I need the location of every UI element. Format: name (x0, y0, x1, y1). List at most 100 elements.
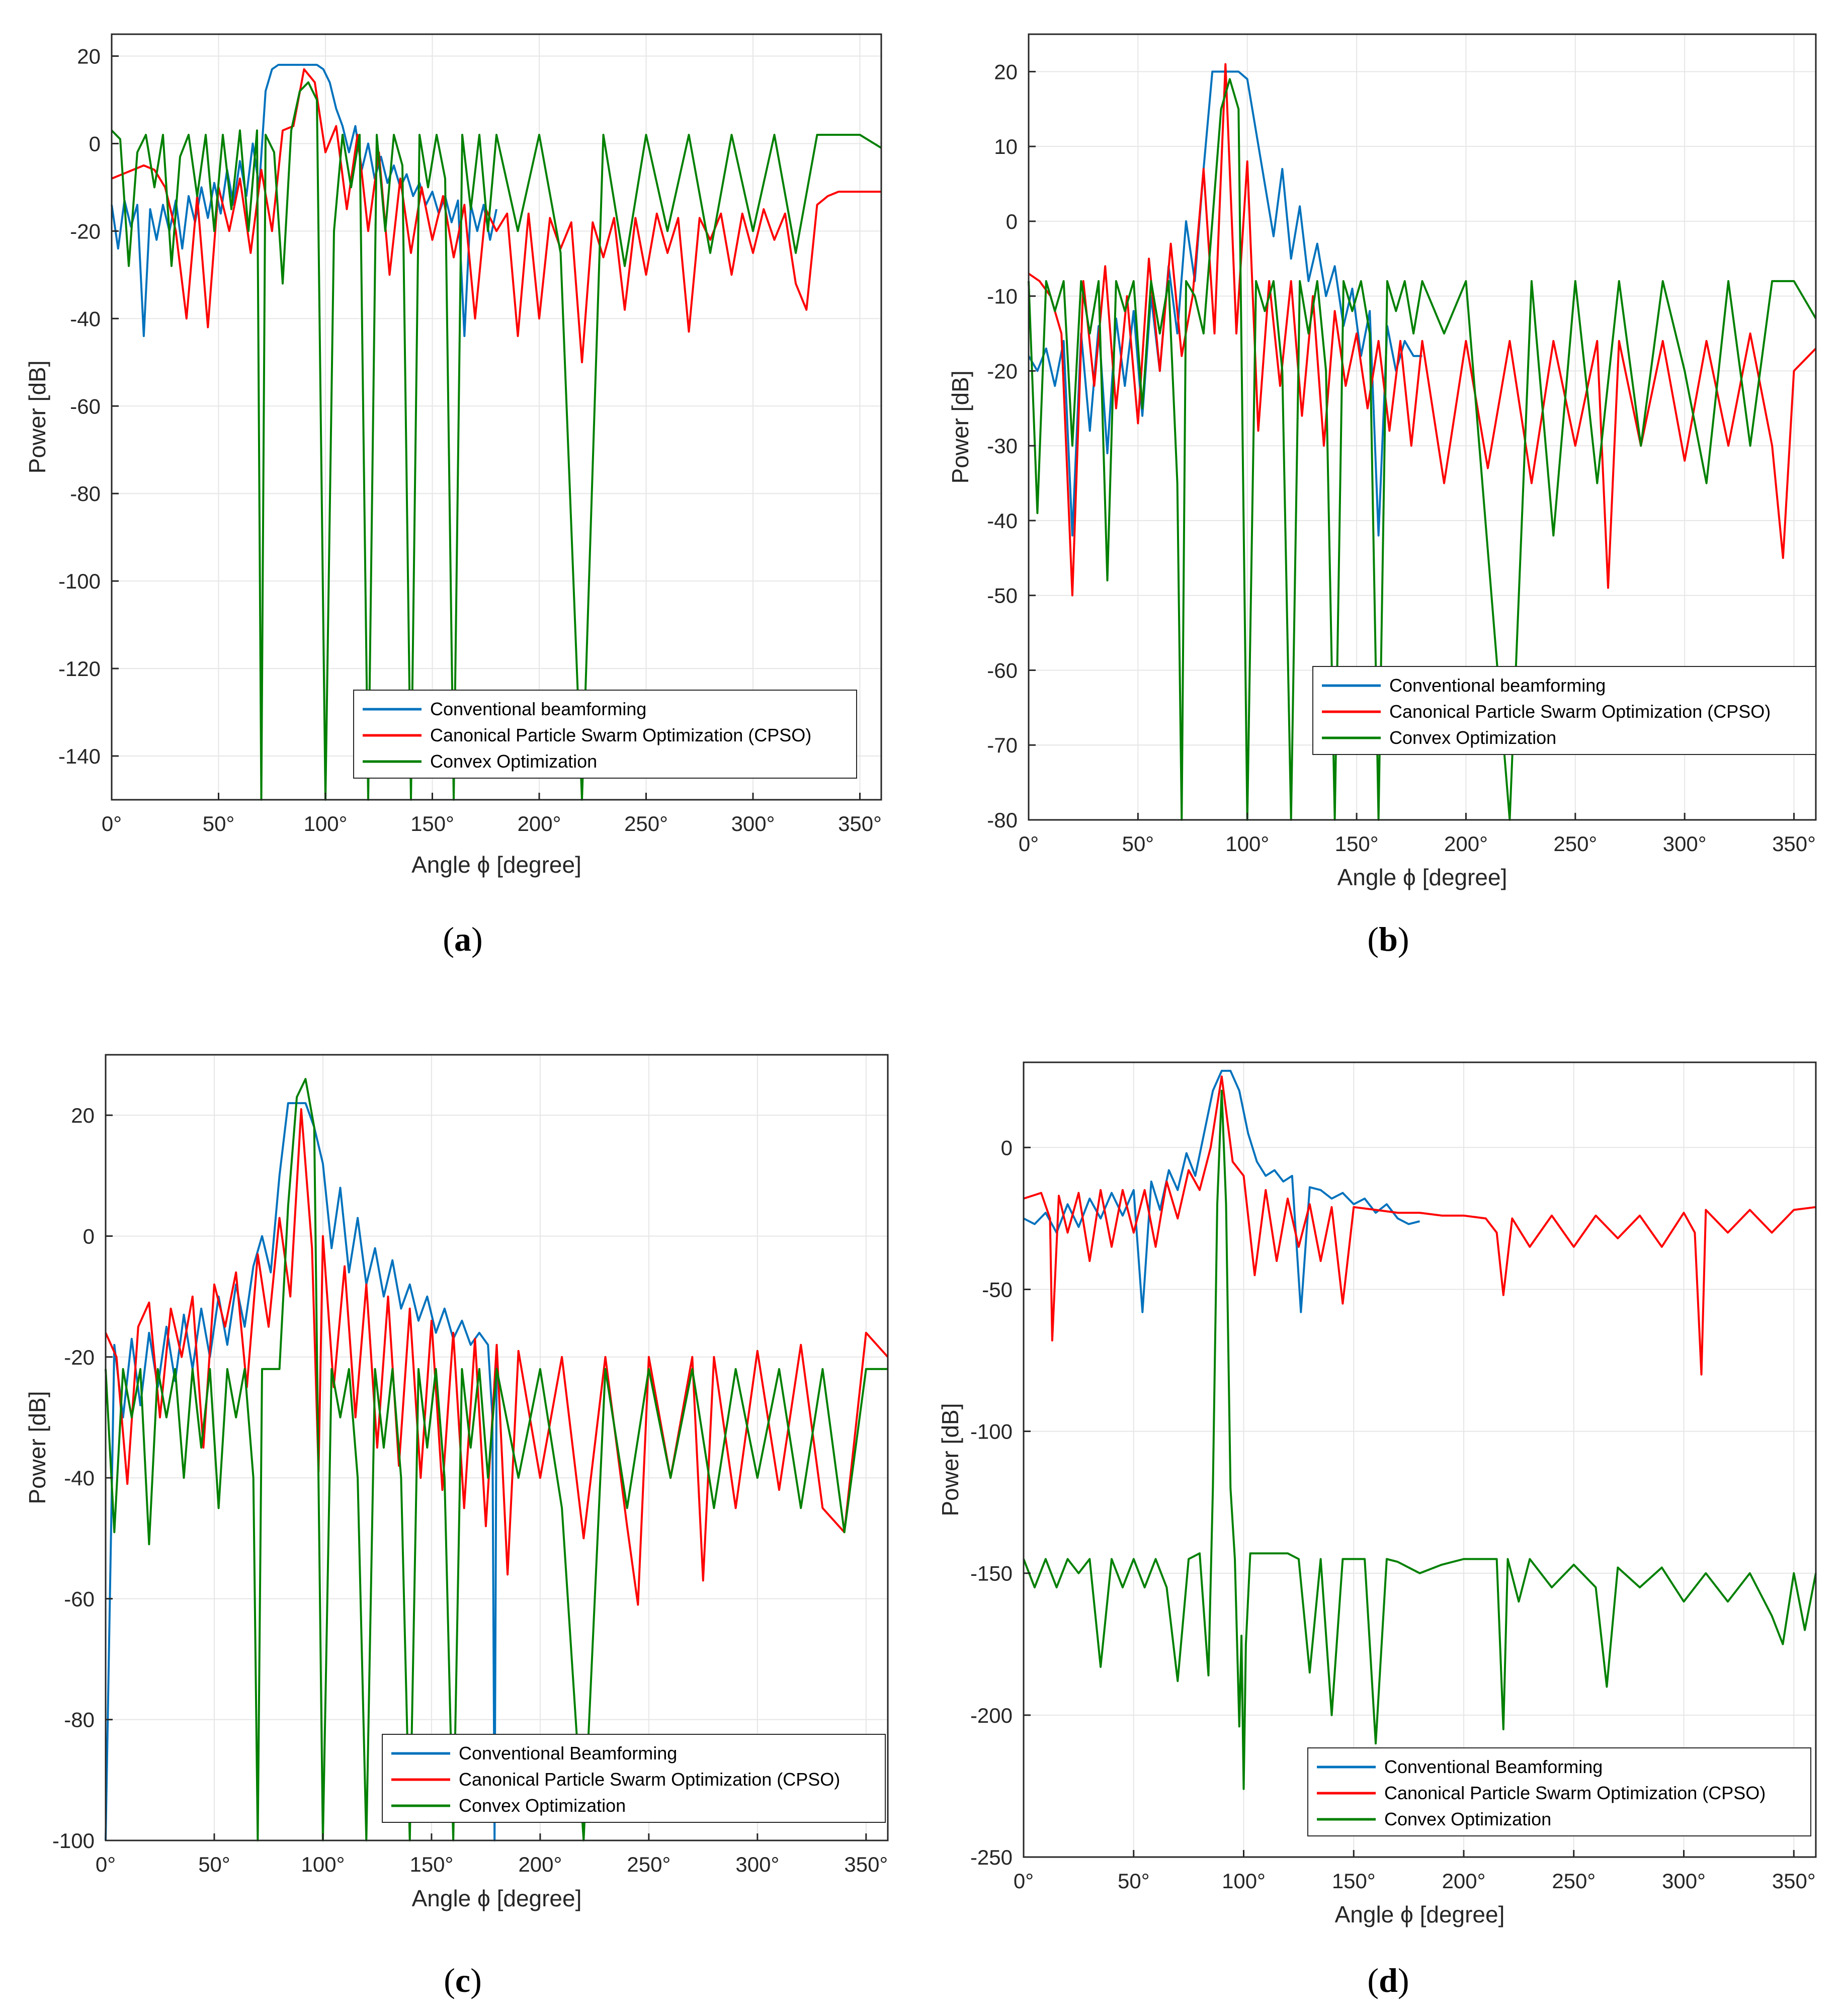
panel-b: 0° 50° 100° 150° 200° 250° 300° 350° 20 10 0 -10 -20… (947, 33, 1817, 958)
legend-entry: Canonical Particle Swarm Optimization (C… (430, 725, 811, 745)
series-line-cpso (1023, 1075, 1816, 1376)
series-line-convex (105, 1078, 888, 1841)
caption-letter: b (1379, 920, 1398, 958)
y-tick-label: 0 (1001, 1136, 1013, 1159)
x-tick-label: 300° (735, 1853, 779, 1876)
y-tick-label: -10 (987, 285, 1018, 308)
y-tick-label: 20 (994, 60, 1018, 83)
caption-letter: d (1379, 1961, 1398, 1999)
x-tick-label: 150° (1335, 832, 1379, 856)
y-tick-label: -20 (64, 1346, 95, 1369)
x-tick-label: 300° (1663, 832, 1707, 856)
legend: Conventional Beamforming Canonical Partic… (382, 1734, 886, 1823)
series-line-convex (1023, 1089, 1817, 1790)
legend-entry: Convex Optimization (1384, 1809, 1551, 1829)
x-tick-label: 300° (1662, 1869, 1706, 1893)
y-tick-label: -60 (64, 1587, 95, 1611)
x-tick-label: 100° (1225, 832, 1269, 856)
x-axis-label: Angle ϕ [degree] (1335, 1901, 1505, 1927)
plot-frame (105, 1054, 889, 1841)
x-tick-label: 150° (409, 1853, 453, 1876)
x-tick-label: 0° (102, 812, 122, 835)
y-axis-label: Power [dB] (937, 1403, 963, 1517)
legend-entry: Conventional beamforming (1389, 675, 1606, 696)
x-tick-label: 100° (1222, 1869, 1266, 1893)
legend-box (353, 690, 857, 779)
x-tick-label: 300° (731, 812, 775, 835)
series-line-cpso (111, 68, 881, 364)
plot-frame (1023, 1061, 1817, 1858)
panel-c: 0° 50° 100° 150° 200° 250° 300° 350° 20 0 -20 -40 -6… (24, 1054, 889, 1999)
y-tick-label: -70 (987, 733, 1018, 757)
legend-box (382, 1734, 886, 1823)
y-tick-label: -20 (70, 219, 101, 243)
y-tick-label: 0 (89, 132, 101, 155)
x-tick-label: 250° (1552, 1869, 1596, 1893)
y-axis-label: Power [dB] (24, 1391, 50, 1504)
y-tick-label: -50 (982, 1278, 1013, 1301)
series-line-cpso (1028, 63, 1817, 597)
legend-entry: Conventional beamforming (430, 699, 646, 719)
legend-entry: Conventional Beamforming (1384, 1756, 1603, 1777)
series-line-cpso (105, 1108, 889, 1606)
y-tick-label: -100 (58, 569, 101, 593)
y-tick-label: -120 (58, 657, 101, 681)
y-tick-label: -100 (970, 1420, 1013, 1444)
legend-entry: Canonical Particle Swarm Optimization (C… (1389, 701, 1771, 722)
y-tick-label: 20 (71, 1104, 95, 1127)
y-tick-label: -150 (970, 1562, 1013, 1585)
y-tick-label: -250 (970, 1845, 1013, 1869)
panel-a: 0° 50° 100° 150° 200° 250° 300° 350° 20 0 -20 -40 -6… (24, 33, 882, 958)
y-tick-label: -140 (58, 744, 101, 768)
panel-caption: (d) (1367, 1961, 1409, 1999)
y-tick-label: 0 (1006, 210, 1018, 233)
x-axis-label: Angle ϕ [degree] (1337, 864, 1507, 890)
x-tick-label: 100° (301, 1853, 345, 1876)
y-tick-label: 20 (77, 44, 101, 68)
x-tick-label: 50° (1118, 1869, 1150, 1893)
x-tick-label: 350° (1772, 832, 1816, 856)
x-tick-label: 200° (518, 812, 561, 835)
y-tick-label: -20 (987, 359, 1018, 383)
caption-letter: c (455, 1961, 470, 1999)
x-tick-label: 150° (1332, 1869, 1376, 1893)
x-tick-label: 250° (624, 812, 668, 835)
x-tick-label: 50° (198, 1853, 230, 1876)
y-tick-label: 0 (83, 1224, 95, 1248)
y-tick-label: -80 (987, 808, 1018, 832)
plot-frame (111, 33, 882, 801)
legend-entry: Conventional Beamforming (459, 1743, 677, 1763)
panel-caption: (a) (443, 920, 482, 958)
x-tick-label: 350° (1772, 1869, 1816, 1893)
x-tick-label: 350° (838, 812, 882, 835)
y-tick-label: 10 (994, 135, 1018, 158)
y-tick-label: -30 (987, 434, 1018, 458)
legend-box (1312, 666, 1816, 755)
x-tick-label: 150° (410, 812, 454, 835)
legend-entry: Canonical Particle Swarm Optimization (C… (459, 1769, 840, 1790)
x-tick-label: 250° (1553, 832, 1597, 856)
x-tick-label: 100° (304, 812, 348, 835)
x-axis-label: Angle ϕ [degree] (411, 852, 581, 878)
series-line-convex (1028, 78, 1817, 821)
y-axis-label: Power [dB] (947, 371, 973, 484)
panel-caption: (b) (1367, 920, 1409, 958)
panel-d: 0° 50° 100° 150° 200° 250° 300° 350° 0 -50 -100 -15… (937, 1061, 1817, 1999)
legend-entry: Convex Optimization (1389, 727, 1556, 748)
panel-caption: (c) (444, 1961, 482, 1999)
y-tick-label: -200 (970, 1704, 1013, 1727)
legend: Conventional Beamforming Canonical Partic… (1307, 1747, 1811, 1836)
y-tick-label: -60 (987, 658, 1018, 682)
x-axis-label: Angle ϕ [degree] (412, 1885, 582, 1911)
y-tick-label: -40 (64, 1466, 95, 1490)
y-axis-label: Power [dB] (24, 361, 50, 474)
x-tick-label: 200° (1442, 1869, 1486, 1893)
x-tick-label: 50° (1122, 832, 1154, 856)
legend-entry: Canonical Particle Swarm Optimization (C… (1384, 1783, 1766, 1803)
x-tick-label: 0° (1014, 1869, 1034, 1893)
x-tick-label: 0° (96, 1853, 116, 1876)
legend: Conventional beamforming Canonical Partic… (1312, 666, 1816, 755)
x-tick-label: 200° (1444, 832, 1488, 856)
x-tick-label: 50° (203, 812, 235, 835)
